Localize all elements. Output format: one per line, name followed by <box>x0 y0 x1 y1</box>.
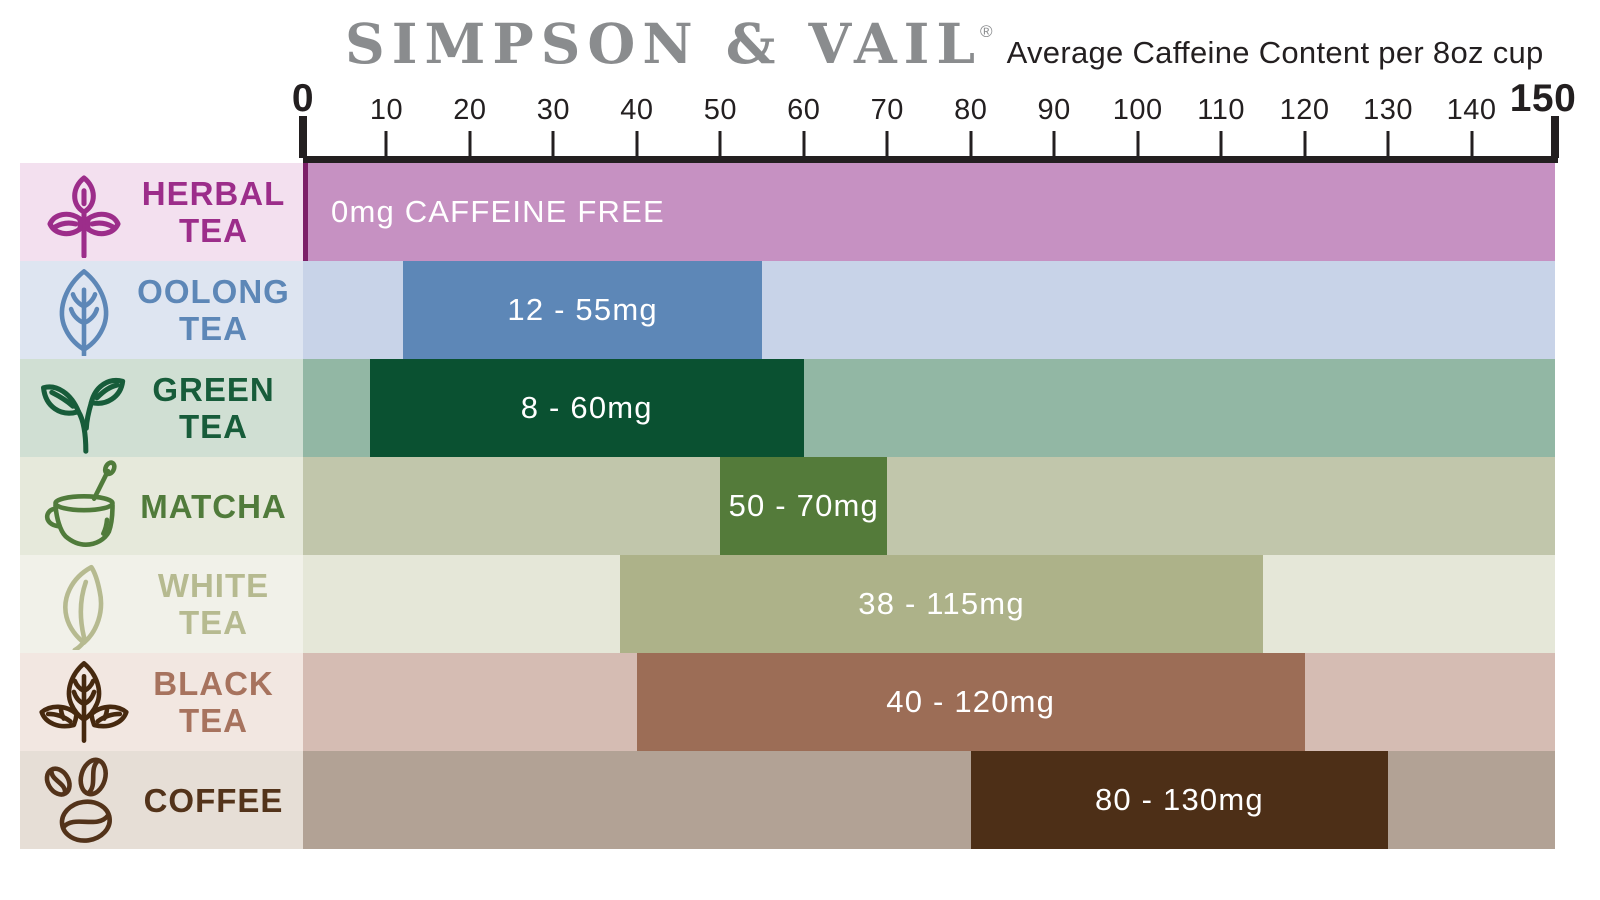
axis-tick-label: 120 <box>1279 94 1330 126</box>
row-track-coffee: 80 - 130mg <box>303 751 1555 849</box>
bar-value-label: 38 - 115mg <box>858 586 1025 621</box>
axis-zero-line <box>303 163 308 261</box>
axis-tick <box>551 131 555 158</box>
bar-green-tea: 8 - 60mg <box>369 359 804 457</box>
row-label-green-tea: GREEN TEA <box>20 359 303 457</box>
brand-logo: SIMPSON & VAIL <box>345 11 983 76</box>
row-label-text: COFFEE <box>143 781 284 819</box>
matcha-cup-icon <box>36 458 132 554</box>
chart-row-white-tea: WHITE TEA 38 - 115mg <box>20 555 1555 653</box>
row-label-black-tea: BLACK TEA <box>20 653 303 751</box>
oolong-leaf-icon <box>36 262 132 358</box>
bar-black-tea: 40 - 120mg <box>636 653 1305 751</box>
axis-tick <box>1052 131 1056 158</box>
chart-row-oolong-tea: OOLONG TEA 12 - 55mg <box>20 261 1555 359</box>
axis-tick-label: 50 <box>703 94 737 126</box>
axis-tick-label: 60 <box>787 94 821 126</box>
axis-tick <box>802 131 806 158</box>
row-track-green-tea: 8 - 60mg <box>303 359 1555 457</box>
row-label-oolong-tea: OOLONG TEA <box>20 261 303 359</box>
axis-tick-label: 80 <box>954 94 988 126</box>
axis-tick <box>1551 116 1559 158</box>
row-label-text: WHITE TEA <box>157 567 270 641</box>
axis-tick <box>969 131 973 158</box>
coffee-beans-icon <box>36 752 132 848</box>
x-axis: 0 10 20 30 40 50 60 70 80 90 100 110 120 130 140 150 <box>292 0 1576 163</box>
row-label-text: BLACK TEA <box>153 665 274 739</box>
axis-tick <box>1303 131 1307 158</box>
chart-row-black-tea: BLACK TEA 40 - 120mg <box>20 653 1555 751</box>
row-label-text: GREEN TEA <box>152 371 275 445</box>
row-track-matcha: 50 - 70mg <box>303 457 1555 555</box>
row-track-black-tea: 40 - 120mg <box>303 653 1555 751</box>
row-label-white-tea: WHITE TEA <box>20 555 303 653</box>
axis-tick <box>635 131 639 158</box>
axis-tick <box>384 131 388 158</box>
bar-oolong-tea: 12 - 55mg <box>403 261 763 359</box>
axis-tick <box>885 131 889 158</box>
chart-row-matcha: MATCHA 50 - 70mg <box>20 457 1555 555</box>
row-track-white-tea: 38 - 115mg <box>303 555 1555 653</box>
black-tea-leaves-icon <box>36 654 132 750</box>
bar-value-label: 12 - 55mg <box>507 292 658 327</box>
row-label-text: MATCHA <box>140 487 287 525</box>
axis-tick-label: 100 <box>1112 94 1163 126</box>
axis-tick <box>299 116 307 158</box>
chart-header: SIMPSON & VAIL ® Average Caffeine Content… <box>345 14 1544 74</box>
white-tea-leaf-icon <box>36 556 132 652</box>
x-axis-line <box>303 156 1558 163</box>
axis-tick-label: 30 <box>536 94 571 126</box>
row-label-herbal-tea: HERBAL TEA <box>20 163 303 261</box>
bar-white-tea: 38 - 115mg <box>620 555 1263 653</box>
row-label-coffee: COFFEE <box>20 751 303 849</box>
row-label-text: OOLONG TEA <box>137 273 290 347</box>
row-label-matcha: MATCHA <box>20 457 303 555</box>
bar-value-label: 50 - 70mg <box>728 488 879 523</box>
axis-tick <box>1136 131 1140 158</box>
bar-coffee: 80 - 130mg <box>970 751 1389 849</box>
bar-herbal-tea: 0mg CAFFEINE FREE <box>303 163 1555 261</box>
bar-value-label: 0mg CAFFEINE FREE <box>331 194 665 229</box>
bar-value-label: 8 - 60mg <box>520 390 653 425</box>
chart-row-coffee: COFFEE 80 - 130mg <box>20 751 1555 849</box>
axis-tick <box>468 131 472 158</box>
green-tea-sprout-icon <box>36 360 132 456</box>
chart-title: Average Caffeine Content per 8oz cup <box>1006 35 1544 70</box>
axis-tick-label: 10 <box>369 94 404 126</box>
row-track-oolong-tea: 12 - 55mg <box>303 261 1555 359</box>
chart-row-green-tea: GREEN TEA 8 - 60mg <box>20 359 1555 457</box>
axis-tick <box>1470 131 1474 158</box>
axis-tick-label: 130 <box>1363 94 1414 126</box>
axis-tick-label: 40 <box>620 94 654 126</box>
bar-value-label: 80 - 130mg <box>1094 782 1264 817</box>
registered-mark-icon: ® <box>980 22 993 41</box>
bar-value-label: 40 - 120mg <box>886 684 1056 719</box>
chart-row-herbal-tea: HERBAL TEA 0mg CAFFEINE FREE <box>20 163 1555 261</box>
axis-tick-label: 0 <box>291 77 315 120</box>
axis-tick-label: 140 <box>1446 94 1497 126</box>
bar-matcha: 50 - 70mg <box>720 457 888 555</box>
axis-tick <box>718 131 722 158</box>
axis-tick-label: 150 <box>1509 77 1577 120</box>
row-track-herbal-tea: 0mg CAFFEINE FREE <box>303 163 1555 261</box>
axis-tick <box>1219 131 1223 158</box>
axis-tick-label: 110 <box>1197 94 1245 126</box>
chart-rows: HERBAL TEA 0mg CAFFEINE FREE OOLONG TEA <box>20 163 1555 849</box>
axis-tick-label: 20 <box>453 94 487 126</box>
herbal-tea-plant-icon <box>36 164 132 260</box>
axis-tick-label: 90 <box>1037 94 1071 126</box>
axis-tick-label: 70 <box>870 94 904 126</box>
axis-tick <box>1386 131 1390 158</box>
row-label-text: HERBAL TEA <box>141 175 286 249</box>
